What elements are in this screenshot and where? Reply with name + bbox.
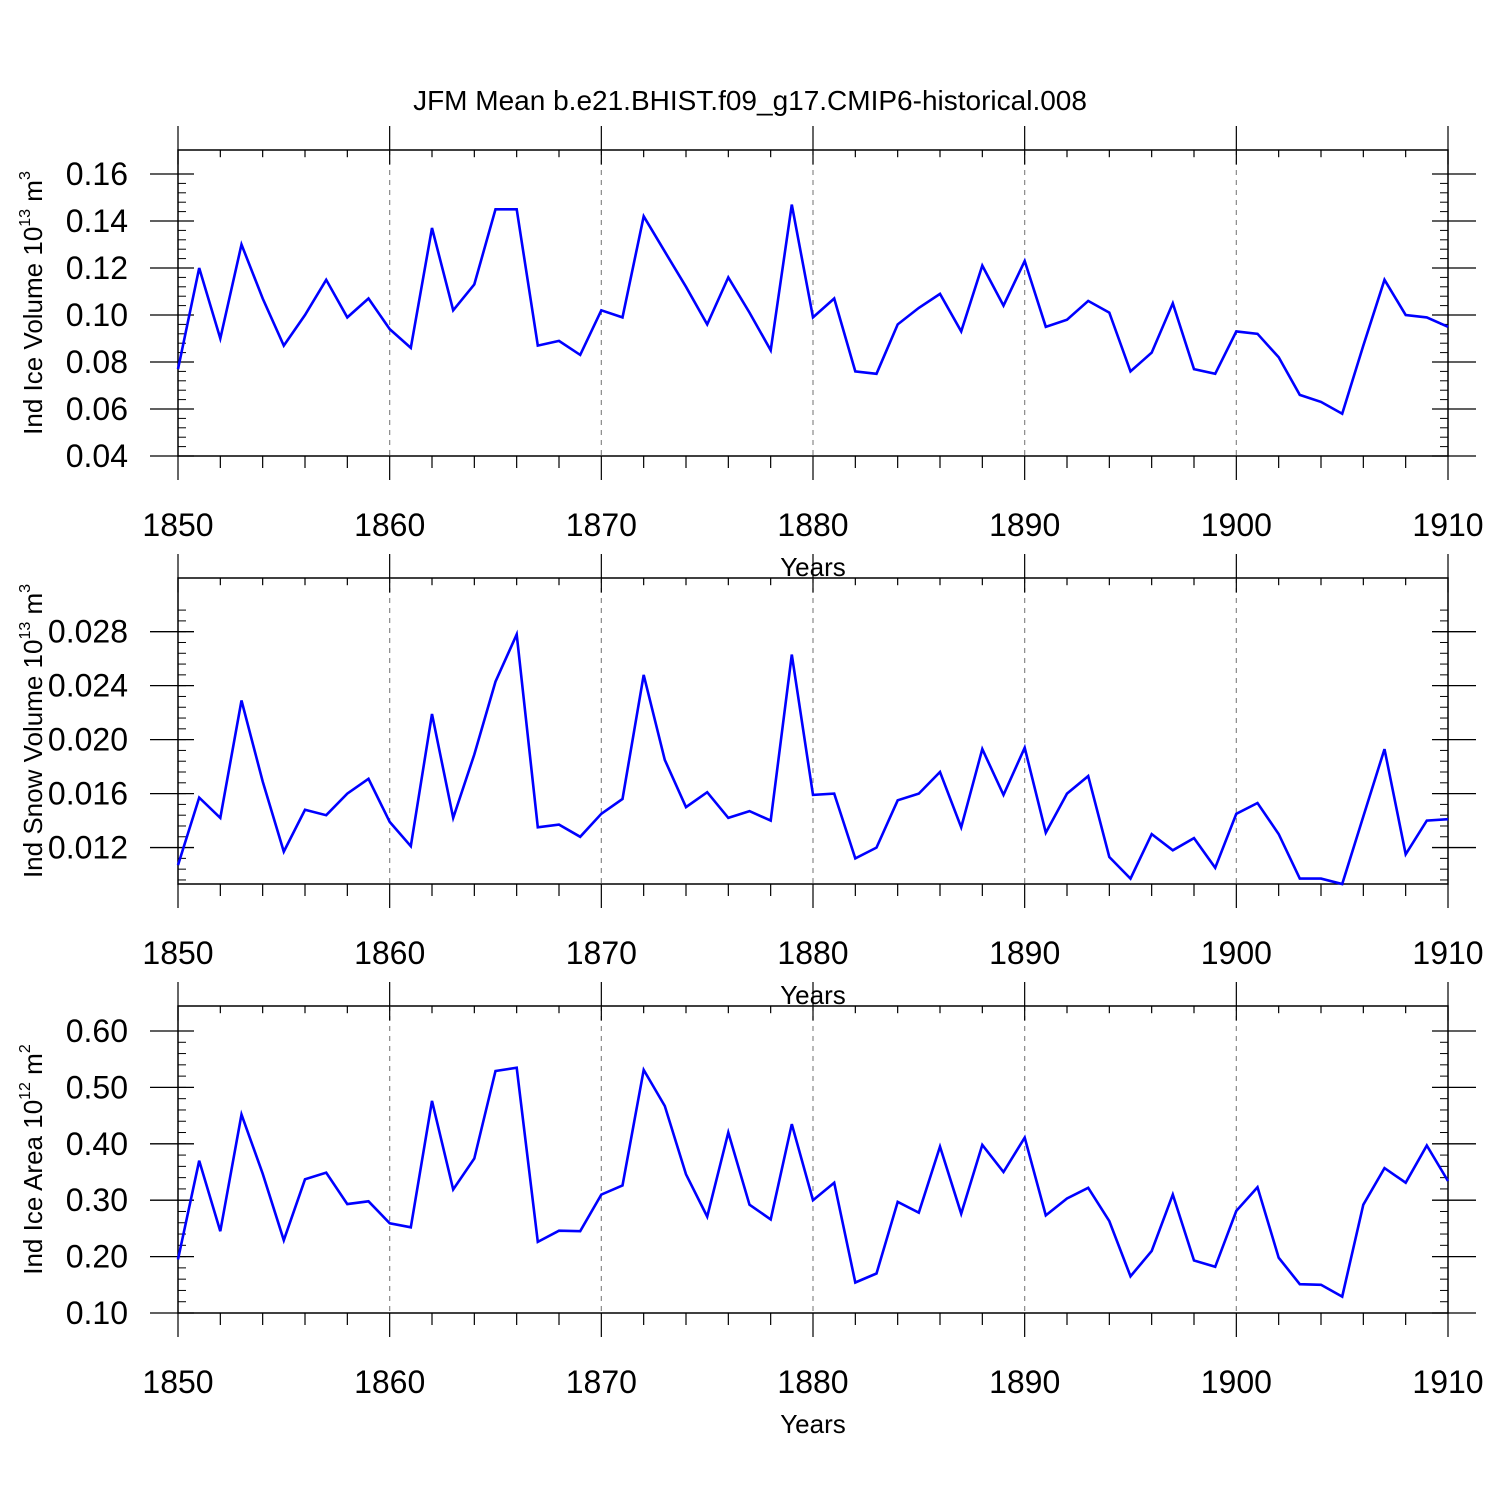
x-axis-label: Years: [780, 1409, 846, 1439]
panel-3: 1850 1860 1870 1880 1890 1900 1910 Years 0.10 0.2…: [17, 982, 1484, 1439]
x-tick-label: 1870: [566, 507, 637, 543]
y-tick-label: 0.012: [48, 830, 128, 866]
y-tick-label: 0.028: [48, 614, 128, 650]
y-tick-label: 0.12: [66, 250, 128, 286]
x-tick-label: 1860: [354, 1364, 425, 1400]
x-tick-label: 1900: [1201, 507, 1272, 543]
x-tick-label: 1900: [1201, 935, 1272, 971]
y-tick-label: 0.06: [66, 391, 128, 427]
x-tick-label: 1910: [1412, 1364, 1483, 1400]
x-tick-label: 1890: [989, 935, 1060, 971]
y-axis-label: Ind Snow Volume 1013 m3: [17, 584, 48, 878]
series-line: [176, 629, 1449, 886]
y-axis-label: Ind Ice Area 1012 m2: [17, 1044, 48, 1275]
x-tick-label: 1880: [777, 1364, 848, 1400]
y-tick-label: 0.20: [66, 1239, 128, 1275]
x-tick-label: 1900: [1201, 1364, 1272, 1400]
y-tick-label: 0.10: [66, 1295, 128, 1331]
figure-title: JFM Mean b.e21.BHIST.f09_g17.CMIP6-histo…: [413, 85, 1087, 116]
y-axis-label: Ind Ice Volume 1013 m3: [17, 171, 48, 435]
x-tick-label: 1870: [566, 1364, 637, 1400]
y-tick-label: 0.16: [66, 156, 128, 192]
y-tick-label: 0.60: [66, 1013, 128, 1049]
y-tick-label: 0.10: [66, 297, 128, 333]
y-tick-label: 0.30: [66, 1182, 128, 1218]
y-tick-label: 0.020: [48, 722, 128, 758]
x-tick-label: 1860: [354, 935, 425, 971]
x-tick-label: 1850: [142, 507, 213, 543]
x-tick-label: 1890: [989, 507, 1060, 543]
x-tick-label: 1910: [1412, 935, 1483, 971]
panels: 1850 1860 1870 1880 1890 1900 1910 Years 0.04 0.0…: [17, 126, 1484, 1439]
x-tick-label: 1910: [1412, 507, 1483, 543]
y-tick-label: 0.016: [48, 776, 128, 812]
y-tick-label: 0.14: [66, 203, 128, 239]
x-tick-label: 1860: [354, 507, 425, 543]
series-line: [176, 1066, 1450, 1299]
y-tick-label: 0.50: [66, 1069, 128, 1105]
y-tick-label: 0.024: [48, 668, 128, 704]
y-tick-label: 0.04: [66, 438, 128, 474]
x-tick-label: 1850: [142, 935, 213, 971]
y-tick-label: 0.40: [66, 1126, 128, 1162]
x-tick-label: 1870: [566, 935, 637, 971]
x-tick-label: 1890: [989, 1364, 1060, 1400]
panel-1: 1850 1860 1870 1880 1890 1900 1910Years0.040.0…: [17, 126, 1484, 582]
x-tick-label: 1880: [777, 935, 848, 971]
panel-2: 1850 1860 1870 1880 1890 1900 1910Years0.0120.…: [17, 554, 1484, 1010]
series-line: [176, 204, 1449, 416]
y-tick-label: 0.08: [66, 344, 128, 380]
x-tick-label: 1880: [777, 507, 848, 543]
x-tick-label: 1850: [142, 1364, 213, 1400]
